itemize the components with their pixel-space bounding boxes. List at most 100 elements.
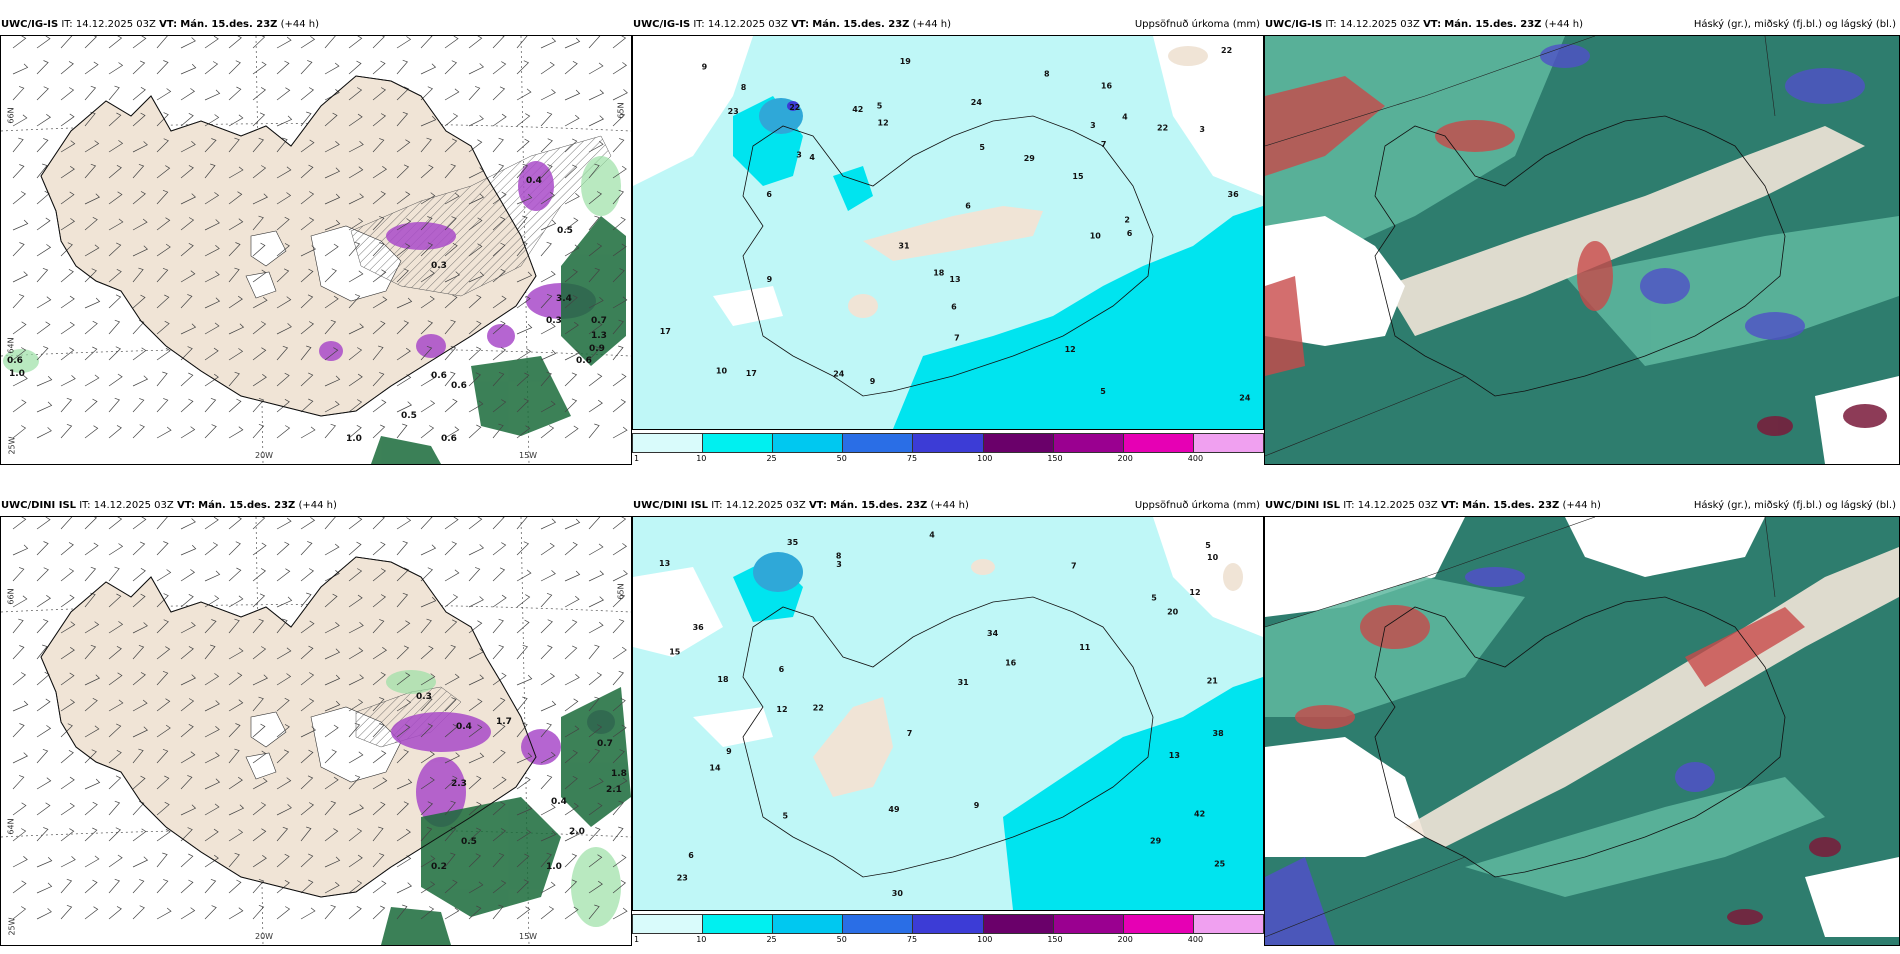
wind-barb bbox=[252, 112, 266, 127]
wind-barb bbox=[132, 672, 146, 686]
wind-barb bbox=[84, 517, 98, 530]
wind-barb bbox=[588, 696, 600, 712]
lon-label-25w: 25W bbox=[7, 917, 17, 936]
wind-barb bbox=[252, 242, 266, 257]
precip-value: 19 bbox=[900, 57, 912, 66]
wind-barb bbox=[396, 297, 413, 309]
wind-barb bbox=[540, 751, 556, 764]
colorbar-tick: 100 bbox=[977, 935, 993, 944]
wind-val: 0.6 bbox=[576, 356, 592, 366]
panel-title: UWC/DINI ISL IT: 14.12.2025 03Z VT: Mán.… bbox=[632, 496, 1264, 516]
precip-value: 49 bbox=[888, 805, 900, 814]
wind-barb bbox=[516, 696, 528, 712]
wind-barb bbox=[588, 724, 603, 738]
wind-barb bbox=[228, 218, 244, 231]
wind-barb bbox=[372, 541, 386, 556]
wind-val: 0.6 bbox=[451, 381, 467, 391]
wind-barb bbox=[420, 320, 434, 335]
wind-barb bbox=[396, 540, 408, 556]
wind-barb bbox=[540, 400, 556, 413]
wind-barb bbox=[204, 192, 220, 205]
wind-barb bbox=[324, 243, 339, 257]
wind-barb bbox=[612, 570, 628, 582]
panel-title: UWC/IG-IS IT: 14.12.2025 03Z VT: Mán. 15… bbox=[1264, 15, 1900, 35]
precip-lightgreen bbox=[386, 670, 621, 927]
wind-barb bbox=[12, 399, 27, 413]
wind-barb bbox=[540, 241, 552, 257]
colorbar-cell bbox=[1053, 915, 1124, 933]
wind-barb bbox=[180, 323, 197, 335]
wind-barb bbox=[228, 348, 244, 361]
precip-value: 10 bbox=[1090, 231, 1102, 240]
cloud-map-svg bbox=[1265, 517, 1899, 945]
wind-barb bbox=[492, 371, 505, 387]
wind-barb bbox=[372, 801, 386, 816]
wind-barb bbox=[132, 375, 149, 387]
wind-barb bbox=[204, 673, 220, 686]
wind-barb bbox=[132, 541, 146, 556]
wind-barb bbox=[108, 645, 122, 660]
precip-value: 4 bbox=[1122, 113, 1128, 122]
wind-val: 0.7 bbox=[597, 739, 613, 749]
wind-barb bbox=[12, 271, 29, 283]
wind-barb bbox=[12, 347, 27, 361]
wind-barb bbox=[204, 619, 217, 634]
wind-val: 0.7 bbox=[591, 316, 607, 326]
wind-barb bbox=[348, 905, 362, 920]
wind-barb bbox=[300, 294, 314, 309]
wind-barb bbox=[252, 347, 267, 361]
wind-barb bbox=[420, 242, 434, 257]
precip-value: 3 bbox=[1090, 121, 1096, 130]
wind-barb bbox=[276, 879, 290, 894]
wind-barb bbox=[132, 141, 148, 153]
wind-barb bbox=[276, 749, 290, 764]
wind-barb bbox=[12, 672, 27, 686]
precip-value: 24 bbox=[1239, 393, 1251, 402]
precip-value: 9 bbox=[702, 63, 708, 72]
wind-barb bbox=[516, 398, 530, 413]
wind-barb bbox=[612, 319, 624, 335]
colorbar-cell bbox=[983, 915, 1054, 933]
wind-barb bbox=[588, 827, 601, 842]
model-name: UWC/DINI ISL bbox=[1, 500, 77, 511]
wind-barb bbox=[204, 89, 221, 101]
it-label: IT: bbox=[61, 19, 73, 30]
wind-barb bbox=[324, 375, 341, 387]
lead-time: (+44 h) bbox=[912, 19, 952, 30]
wind-barb bbox=[300, 592, 312, 608]
panel-right-title: Uppsöfnuð úrkoma (mm) bbox=[1134, 500, 1260, 511]
colorbar-tick: 150 bbox=[1047, 454, 1063, 463]
wind-barb bbox=[252, 269, 267, 283]
wind-barb bbox=[372, 113, 387, 127]
wind-barb bbox=[396, 59, 408, 75]
precip-value: 35 bbox=[787, 538, 799, 547]
wind-barb bbox=[348, 323, 365, 335]
wind-val: 0.3 bbox=[416, 692, 432, 702]
wind-barb bbox=[132, 191, 146, 205]
wind-barb bbox=[156, 320, 170, 335]
precip-value: 16 bbox=[1101, 82, 1113, 91]
wind-barb bbox=[540, 542, 555, 556]
wind-barb bbox=[180, 593, 194, 608]
wind-barb bbox=[180, 165, 194, 179]
wind-barb bbox=[252, 646, 267, 660]
wind-barb bbox=[492, 618, 504, 634]
it-value: 14.12.2025 03Z bbox=[75, 19, 156, 30]
wind-val: 0.5 bbox=[401, 411, 417, 421]
wind-barb bbox=[204, 114, 220, 127]
model-name: UWC/IG-IS bbox=[633, 19, 691, 30]
wind-barb bbox=[468, 63, 485, 75]
wind-barb bbox=[612, 749, 625, 764]
wind-barb bbox=[300, 517, 316, 530]
wind-barb bbox=[300, 853, 314, 868]
wind-barb bbox=[300, 217, 315, 231]
wind-barb bbox=[444, 541, 458, 556]
wind-barb bbox=[204, 245, 220, 257]
wind-barb bbox=[588, 89, 605, 101]
wind-barb bbox=[492, 268, 506, 283]
wind-barb bbox=[204, 595, 220, 608]
wind-barb bbox=[156, 112, 169, 127]
precip-colorbar-top: 1 10 25 50 75 100 150 200 400 bbox=[632, 433, 1264, 473]
wind-barb bbox=[12, 595, 28, 608]
wind-barb bbox=[540, 61, 555, 75]
